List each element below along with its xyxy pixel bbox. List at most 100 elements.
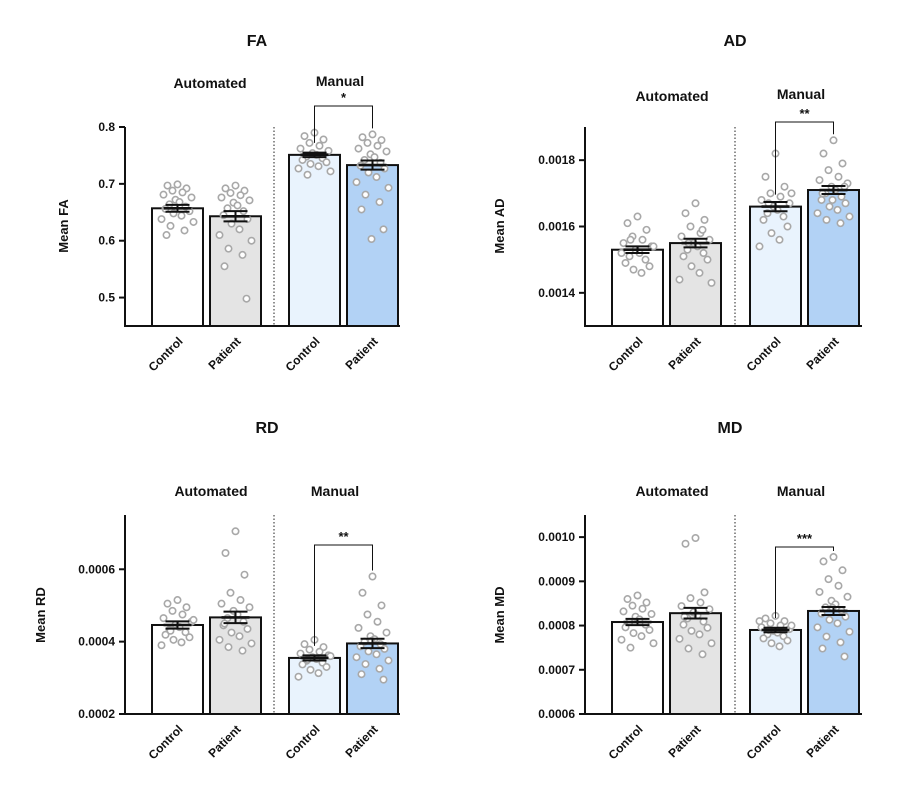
data-point [373,141,382,150]
data-point [829,136,838,145]
data-point [834,581,843,590]
data-point [699,249,708,258]
data-point [215,231,224,240]
data-point [368,130,377,139]
bar [611,621,664,715]
data-point [813,209,822,218]
data-point [757,195,766,204]
data-point [828,195,837,204]
group-label: Automated [635,88,708,104]
data-point [224,643,233,652]
data-point [686,594,695,603]
panel-rd: RD Automated Manual Mean RD Control Patient Co… [33,420,400,762]
data-point [368,572,377,581]
data-point [373,617,382,626]
data-point [315,141,324,150]
data-point [314,669,323,678]
y-tick-label: 0.0002 [78,707,115,721]
data-point [226,188,235,197]
data-point [363,138,372,147]
bar [151,623,204,716]
data-point [314,162,323,171]
data-point [681,209,690,218]
data-point [825,615,834,624]
x-tick-label: Control [146,722,186,762]
group-label: Manual [777,86,825,102]
bar [749,205,802,328]
data-point [766,619,775,628]
data-point [767,639,776,648]
y-tick-label: 0.8 [98,120,115,134]
data-point [166,221,175,230]
data-point [379,225,388,234]
data-point [759,634,768,643]
data-point [168,606,177,615]
data-point [305,138,314,147]
data-point [833,205,842,214]
data-point [761,172,770,181]
data-point [638,235,647,244]
data-point [642,598,651,607]
panel-md: MD Automated Manual Mean MD Control Patient Co… [492,420,862,762]
data-point [637,268,646,277]
data-point [836,638,845,647]
data-point [226,588,235,597]
data-point [838,566,847,575]
data-point [238,646,247,655]
significance-bracket [775,546,834,618]
data-point [775,642,784,651]
data-point [168,186,177,195]
y-tick-label: 0.0006 [538,707,575,721]
data-point [817,195,826,204]
data-point [177,211,186,220]
significance-bracket [314,105,373,143]
group-label: Automated [174,483,247,499]
data-point [681,539,690,548]
data-point [352,178,361,187]
data-point [379,675,388,684]
data-point [294,164,303,173]
bar [749,628,802,716]
data-point [173,596,182,605]
data-point [231,181,240,190]
data-point [303,170,312,179]
data-point [687,626,696,635]
data-point [629,265,638,274]
data-point [187,193,196,202]
data-point [178,188,187,197]
data-point [233,201,242,210]
x-tick-label: Patient [342,722,380,760]
data-point [840,652,849,661]
data-point [370,153,379,162]
data-point [245,603,254,612]
data-point [698,225,707,234]
data-point [623,219,632,228]
data-point [700,588,709,597]
data-point [625,252,634,261]
data-point [173,180,182,189]
data-point [189,217,198,226]
y-axis-label: Mean AD [492,198,507,253]
data-point [845,627,854,636]
data-point [628,601,637,610]
panel-ad: AD Automated Manual Mean AD Control Patient Co… [492,33,862,374]
data-point [361,190,370,199]
data-point [822,215,831,224]
data-point [815,587,824,596]
data-point [361,660,370,669]
significance-bracket [775,121,834,195]
x-tick-label: Control [606,722,646,762]
data-point [182,603,191,612]
significance-label: *** [797,531,813,546]
significance-label: ** [799,106,810,121]
data-point [224,244,233,253]
data-point [326,167,335,176]
data-point [319,135,328,144]
data-point [326,652,335,661]
data-point [382,628,391,637]
y-tick-label: 0.0004 [78,635,115,649]
data-point [645,625,654,634]
y-tick-label: 0.7 [98,177,115,191]
data-point [845,212,854,221]
data-point [621,258,630,267]
